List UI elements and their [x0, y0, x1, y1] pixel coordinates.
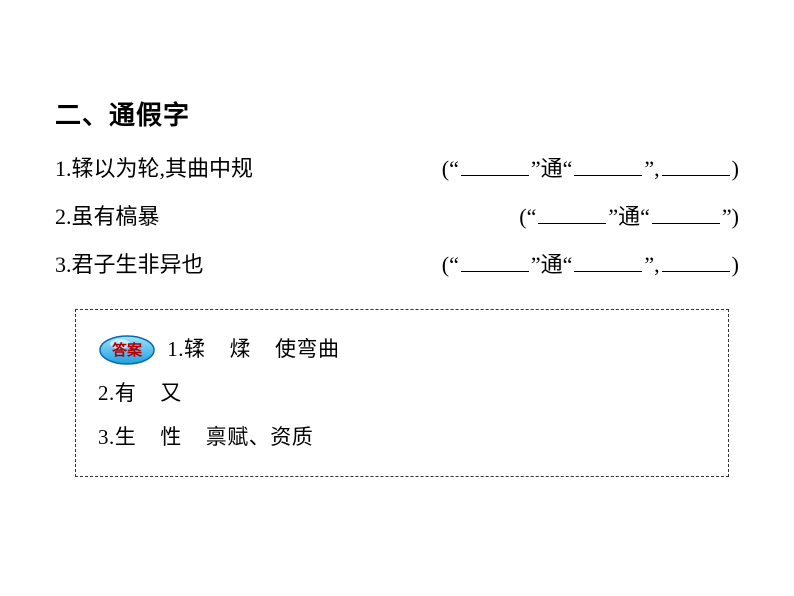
tong-text: 通: [541, 252, 563, 277]
quote: ”: [644, 252, 654, 277]
tong-text: 通: [541, 156, 563, 181]
blank-field[interactable]: [461, 246, 529, 271]
blank-group: (“”通“”,): [442, 148, 739, 190]
question-body: 君子生非异也: [72, 252, 204, 277]
question-number: 1.: [55, 156, 72, 181]
comma: ,: [654, 156, 660, 181]
answer-part: 禀赋、资质: [206, 425, 314, 449]
question-line: 3.君子生非异也 (“”通“”,): [55, 244, 739, 286]
quote: “: [640, 204, 650, 229]
answer-badge-icon: 答案: [98, 334, 156, 366]
answer-part: 生: [115, 425, 137, 449]
answer-line: 答案 1.𫐓煣使弯曲: [98, 328, 706, 370]
quote: “: [449, 252, 459, 277]
quote: ”: [608, 204, 618, 229]
question-body: 虽有槁暴: [72, 204, 160, 229]
blank-field[interactable]: [461, 151, 529, 176]
blank-field[interactable]: [538, 199, 606, 224]
answer-line: 3.生性禀赋、资质: [98, 416, 706, 458]
section-heading: 二、通假字: [55, 95, 739, 132]
quote: “: [449, 156, 459, 181]
answer-part: 又: [160, 381, 182, 405]
answer-number: 1.: [167, 337, 184, 361]
quote: “: [563, 252, 573, 277]
question-text: 1.𫐓以为轮,其曲中规: [55, 148, 253, 190]
answer-part: 𫐓: [184, 337, 206, 361]
blank-field[interactable]: [652, 199, 720, 224]
svg-text:答案: 答案: [112, 341, 143, 359]
quote: ”: [531, 252, 541, 277]
blank-group: (“”通“”): [519, 196, 739, 238]
paren-open: (: [442, 156, 449, 181]
question-line: 2.虽有槁暴 (“”通“”): [55, 196, 739, 238]
question-text: 2.虽有槁暴: [55, 196, 160, 238]
blank-field[interactable]: [574, 246, 642, 271]
question-number: 3.: [55, 252, 72, 277]
answer-text: 3.生性禀赋、资质: [98, 425, 313, 449]
tong-text: 通: [618, 204, 640, 229]
blank-field[interactable]: [662, 151, 730, 176]
quote: ”: [644, 156, 654, 181]
blank-field[interactable]: [662, 246, 730, 271]
answer-number: 2.: [98, 381, 115, 405]
paren-close: ): [732, 156, 739, 181]
question-line: 1.𫐓以为轮,其曲中规 (“”通“”,): [55, 148, 739, 190]
quote: ”: [531, 156, 541, 181]
blank-group: (“”通“”,): [442, 244, 739, 286]
paren-open: (: [519, 204, 526, 229]
paren-close: ): [732, 252, 739, 277]
question-number: 2.: [55, 204, 72, 229]
paren-open: (: [442, 252, 449, 277]
answer-text: 1.𫐓煣使弯曲: [167, 337, 339, 361]
answer-part: 有: [115, 381, 137, 405]
quote: “: [527, 204, 537, 229]
answer-part: 煣: [230, 337, 252, 361]
answer-part: 性: [160, 425, 182, 449]
worksheet-content: 二、通假字 1.𫐓以为轮,其曲中规 (“”通“”,) 2.虽有槁暴 (“”通“”…: [0, 0, 794, 477]
question-body: 𫐓以为轮,其曲中规: [72, 156, 254, 181]
quote: ”: [722, 204, 732, 229]
answer-number: 3.: [98, 425, 115, 449]
quote: “: [563, 156, 573, 181]
answer-text: 2.有又: [98, 381, 182, 405]
answer-box: 答案 1.𫐓煣使弯曲 2.有又 3.生性禀赋、资质: [75, 309, 729, 477]
paren-close: ): [732, 204, 739, 229]
blank-field[interactable]: [574, 151, 642, 176]
answer-part: 使弯曲: [275, 337, 340, 361]
comma: ,: [654, 252, 660, 277]
question-text: 3.君子生非异也: [55, 244, 204, 286]
answer-line: 2.有又: [98, 372, 706, 414]
